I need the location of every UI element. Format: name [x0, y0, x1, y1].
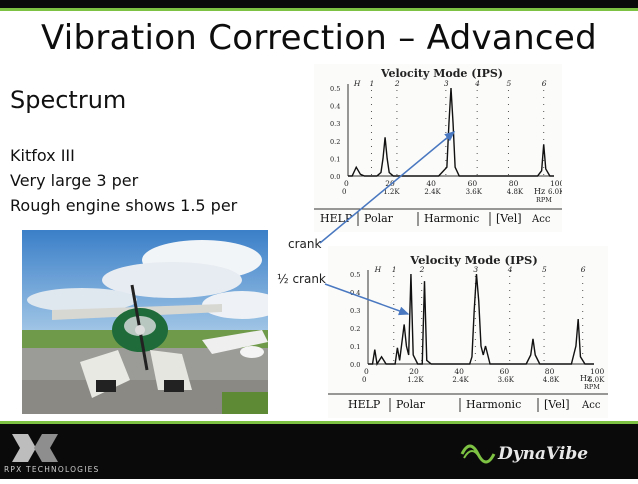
rpm-tick-label: 6.0K — [548, 188, 562, 196]
y-tick-label: 0.2 — [350, 325, 360, 333]
harmonic-label: 3 — [444, 79, 449, 88]
harmonic-label: 6 — [542, 79, 547, 88]
rpm-tick-label: 3.6K — [498, 376, 515, 384]
y-tick-label: 0.2 — [330, 138, 340, 146]
rpx-logo-icon — [12, 434, 58, 462]
harmonic-label: 4 — [507, 265, 513, 274]
menu-harmonic[interactable]: Harmonic — [466, 398, 521, 411]
dynavibe-logo-icon — [460, 444, 496, 464]
y-tick-label: 0.1 — [330, 155, 340, 163]
rpm-tick-label: 3.6K — [466, 188, 483, 196]
x-tick-label: 60 — [500, 367, 510, 376]
chart-bottom-rpm-unit: RPM — [584, 383, 600, 391]
rpm-tick-label: 6.0K — [588, 376, 605, 384]
footer-accent-line — [0, 421, 638, 424]
chart-top-rpm-unit: RPM — [536, 196, 552, 204]
y-tick-label: 0.5 — [350, 271, 360, 279]
rpm-tick-label: 4.8K — [507, 188, 524, 196]
rpm-tick-label: 1.2K — [383, 188, 400, 196]
half-crank-arrow — [324, 283, 410, 316]
velocity-chart-top: Velocity Mode (IPS) 0.5 0.4 0.3 0.2 0.1 0.0 H… — [314, 64, 565, 232]
harmonic-label: H — [374, 265, 382, 274]
x-tick-label: 40 — [454, 367, 464, 376]
y-tick-label: 0.0 — [350, 361, 360, 369]
y-tick-label: 0.3 — [350, 307, 360, 315]
airplane-photo — [22, 230, 268, 414]
x-tick-label: 80 — [509, 179, 519, 188]
desc-line-2: Very large 3 per — [10, 171, 139, 190]
top-accent-line — [0, 8, 638, 11]
y-tick-label: 0.0 — [330, 173, 340, 181]
rpx-logo-label: RPX TECHNOLOGIES — [4, 465, 100, 474]
y-tick-label: 0.1 — [350, 343, 360, 351]
x-tick-label: 60 — [468, 179, 478, 188]
y-tick-label: 0.3 — [330, 120, 340, 128]
harmonic-label: 5 — [506, 79, 511, 88]
x-tick-label: 100 — [590, 367, 605, 376]
top-bar — [0, 0, 638, 8]
chart-bottom-hz: Hz — [580, 374, 591, 383]
y-tick-label: 0.4 — [350, 289, 360, 297]
desc-line-3: Rough engine shows 1.5 per — [10, 196, 238, 215]
y-tick-label: 0.5 — [330, 85, 340, 93]
menu-vel[interactable]: [Vel] — [544, 398, 570, 411]
x-tick-label: 80 — [545, 367, 555, 376]
harmonic-label: H — [353, 79, 361, 88]
slide-subtitle: Spectrum — [10, 86, 127, 114]
crank-arrow — [319, 131, 456, 244]
y-tick-label: 0.4 — [330, 103, 340, 111]
menu-acc[interactable]: Acc — [531, 214, 551, 225]
rpm-tick-label: 4.8K — [543, 376, 560, 384]
harmonic-label: 6 — [581, 265, 586, 274]
harmonic-label: 1 — [392, 265, 397, 274]
rpm-tick-label: 0 — [362, 376, 366, 384]
menu-acc[interactable]: Acc — [581, 400, 601, 411]
x-tick-label: 20 — [385, 179, 395, 188]
rpm-tick-label: 2.4K — [424, 188, 441, 196]
rpm-tick-label: 1.2K — [407, 376, 424, 384]
x-tick-label: 0 — [344, 179, 349, 188]
half-crank-label: ½ crank — [277, 272, 326, 286]
footer-bar: DynaVibe — [0, 424, 638, 479]
x-tick-label: 20 — [409, 367, 419, 376]
x-tick-label: 100 — [550, 179, 562, 188]
x-tick-label: 0 — [364, 367, 369, 376]
menu-vel[interactable]: [Vel] — [496, 212, 522, 225]
spectrum-line-top — [348, 87, 554, 177]
velocity-chart-bottom: Velocity Mode (IPS) 0.5 0.4 0.3 0.2 0.1 0.0 H… — [328, 246, 608, 418]
harmonic-label: 5 — [542, 265, 547, 274]
rpm-tick-label: 0 — [342, 188, 346, 196]
crank-label: crank — [288, 237, 322, 251]
chart-bottom-title: Velocity Mode (IPS) — [409, 253, 538, 267]
spectrum-line-bottom — [368, 273, 594, 366]
rpm-tick-label: 2.4K — [452, 376, 469, 384]
menu-help[interactable]: HELP — [348, 398, 381, 411]
harmonic-label: 3 — [473, 265, 478, 274]
chart-top-hz: Hz — [534, 187, 545, 196]
x-tick-label: 40 — [426, 179, 436, 188]
menu-polar[interactable]: Polar — [364, 212, 394, 225]
harmonic-label: 2 — [419, 265, 425, 274]
menu-harmonic[interactable]: Harmonic — [424, 212, 479, 225]
harmonic-label: 1 — [369, 79, 374, 88]
chart-top-title: Velocity Mode (IPS) — [380, 67, 503, 80]
desc-line-1: Kitfox III — [10, 146, 75, 165]
harmonic-label: 4 — [474, 79, 480, 88]
menu-polar[interactable]: Polar — [396, 398, 426, 411]
harmonic-label: 2 — [394, 79, 400, 88]
slide-title: Vibration Correction – Advanced — [40, 18, 598, 58]
dynavibe-logo-text: DynaVibe — [497, 444, 588, 464]
